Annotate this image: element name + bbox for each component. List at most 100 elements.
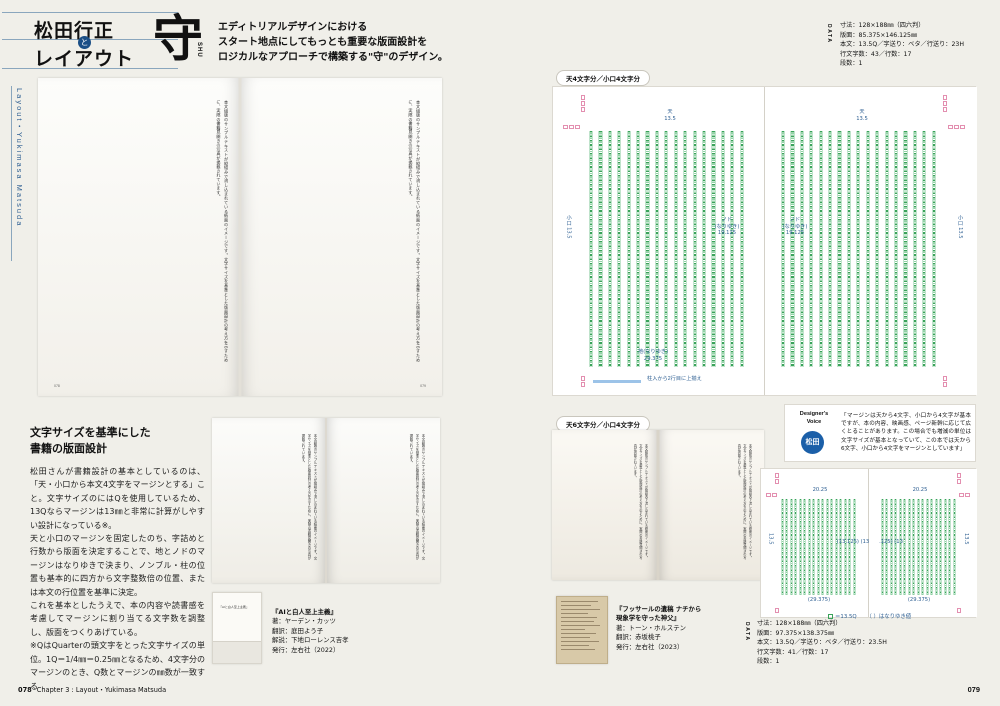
spread-body-text-left: 本文組版のサンプルテキストが縦組みで流し込まれている紙面のイメージです。文字サイ… [216,100,229,362]
spread-left-page [38,78,240,396]
label-nodo-right-value: 19.125 [785,230,805,237]
grid-column [834,499,838,595]
caption-right: 『フッサールの遺稿 ナチから 現象学を守った神父』 著：トーン・ホルステン 翻訳… [616,605,781,652]
lede-line-2: スタート地点にしてもっとも重要な版面設計を [218,37,428,48]
grid-column [903,499,907,595]
grid-column [894,499,898,595]
lede-line-1: エディトリアルデザインにおける [218,22,368,33]
legend-paren-label: （ ）はなりゆき値 [866,614,912,620]
grid-column [617,131,622,367]
grid-column [837,131,842,367]
spread-gutter [238,78,242,396]
grid-column [943,499,947,595]
label-ten-right: 天 13.5 [837,109,887,122]
lede-line-3: ロジカルなアプローチで構築する"守"のデザイン。 [218,52,448,63]
grid-column [636,131,641,367]
crop-tick-b-tr2 [957,479,961,484]
label-bottom-koguchi-left: 13.5 [767,533,774,545]
grid-column [939,499,943,595]
grid-column [907,499,911,595]
grid-column [856,131,861,367]
article-paragraph-2: 天と小口のマージンを固定したのち、字詰めと行数から版面を決定することで、地とノド… [30,534,205,597]
crop-tick-b-l2 [772,493,777,497]
caption-right-line-1: 著：トーン・ホルステン [616,623,686,632]
grid-column [821,499,825,595]
label-chi-value: 29.375 [643,355,663,362]
side-running-label: Layout・Yukimasa Matsuda [15,88,24,228]
label-nodo-right-sub: (なりゆき) [782,223,808,230]
caption-left-title: 『AIと白人至上主義』 [272,608,337,616]
spread-folio-left: 078 [54,384,60,388]
grid-column [739,131,744,367]
crop-tick-r1 [960,125,965,129]
label-koguchi-left: 小口 13.5 [565,207,572,247]
label-nodo-left-text: ノド [721,217,733,223]
grid-column [683,131,688,367]
grid-column [799,131,805,367]
diagram-top: 天 13.5 天 13.5 小口 13.5 小口 13.5 ノド (なりゆき) … [552,86,977,396]
label-nodo-right-text: ノド [789,217,801,223]
crop-tick-tl2 [581,101,585,106]
spread-right-page [240,78,442,396]
diagram-bottom-grid-right [881,499,957,595]
label-bottom-koguchi-right: 13.5 [963,533,969,545]
grid-column [921,499,925,595]
grid-column [730,131,735,367]
label-chi: 地(なりゆき) 29.375 [619,349,687,362]
book-spread-photo-tertiary: 本文組版のサンプルテキストが縦組みで流し込まれている紙面のイメージです。文字サイ… [552,430,764,580]
grid-column [816,499,820,595]
label-chi-text: 地(なりゆき) [638,349,668,355]
grid-column [794,499,798,595]
data-bottom-line-3: 行文字数：41／行数：17 [757,648,829,656]
diagram-legend: ＝13.5Q （ ）はなりゆき値 [828,612,911,620]
grid-column [701,131,707,367]
label-koguchi-left-text: 小口 [565,215,572,226]
title-block: 松田行正 と レイアウト [2,12,178,70]
grid-column [711,131,716,367]
grid-column [898,499,902,595]
grid-column [607,131,613,367]
photo2-body-text-right: 本文組版のサンプルテキストが縦組みで流し込まれている紙面のイメージです。文字サイ… [409,434,425,560]
grid-column [889,499,893,595]
grid-column [948,499,952,595]
crop-tick-tr [943,95,947,100]
photo2-gutter [325,418,327,583]
grid-column [785,499,789,595]
footer-chapter-label: Chapter 3 : Layout・Yukimasa Matsuda [36,686,167,694]
diagram-top-grid-right [781,131,941,367]
title-rule-top [2,12,178,13]
grid-column [865,131,870,367]
grid-column [952,499,956,595]
crop-tick-b-tr [957,473,961,478]
crop-tick-tl3 [581,107,585,112]
label-bottom-chi-right: (29.375) [907,597,931,603]
grid-column [848,499,852,595]
article-heading: 文字サイズを基準にした 書籍の版面設計 [30,425,205,457]
footer-page-number-left: 078 [18,686,32,694]
crop-tick-b-l [766,493,771,497]
grid-column [852,499,856,595]
photo2-left-page [212,418,326,583]
photo2-right-page [326,418,440,583]
data-top-line-4: 段数：1 [840,60,863,68]
caption-left-line-1: 著：ヤーデン・カッツ [272,617,336,626]
grid-column [673,131,678,367]
crop-tick-r2 [954,125,959,129]
grid-column [925,499,929,595]
grid-column [654,131,660,367]
caption-right-title-a: 『フッサールの遺稿 ナチから [616,605,702,613]
footer-left: 078 Chapter 3 : Layout・Yukimasa Matsuda [18,684,166,694]
designers-voice-title-2: Voice [806,418,822,425]
caption-left-line-4: 発行：左右社（2022） [272,645,340,654]
crop-tick-b-br [957,608,961,613]
label-ten-left-text: 天 [667,109,673,115]
article-column: 文字サイズを基準にした 書籍の版面設計 松田さんが書籍設計の基本としているのは、… [30,425,205,693]
crop-tick-br2 [943,376,947,381]
grid-column [912,499,916,595]
label-koguchi-right-value: 13.5 [957,227,963,239]
label-koguchi-right-text: 小口 [957,215,963,226]
photo3-body-text-left: 本文組版のサンプルテキストが縦組みで流し込まれている紙面のイメージです。文字サイ… [632,444,648,560]
crop-tick-tr2 [943,101,947,106]
data-bottom-line-2: 本文：13.5Q／字送り：ベタ／行送り：23.5H [757,639,887,647]
